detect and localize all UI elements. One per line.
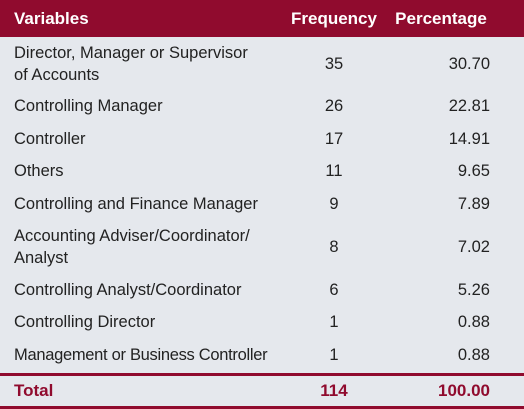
row-frequency: 6	[329, 280, 339, 299]
table-total-row: Total 114 100.00	[0, 373, 524, 409]
row-percentage: 0.88	[457, 345, 490, 364]
row-label: Others	[14, 162, 64, 181]
table-header: Variables Frequency Percentage	[0, 0, 524, 37]
table-row: Controlling Analyst/Coordinator 6 5.26	[0, 273, 524, 306]
table-row: Director, Manager or Supervisor of Accou…	[0, 37, 524, 90]
row-percentage: 7.89	[457, 195, 490, 214]
row-frequency: 17	[324, 129, 344, 148]
row-percentage: 9.65	[457, 162, 490, 181]
table-row: Controlling and Finance Manager 9 7.89	[0, 188, 524, 221]
row-frequency: 11	[325, 162, 343, 181]
row-percentage: 22.81	[448, 97, 490, 116]
table-row: Controller 17 14.91	[0, 123, 524, 156]
row-percentage: 30.70	[448, 54, 490, 73]
total-percentage: 100.00	[438, 381, 490, 400]
row-label: Director, Manager or Supervisor of Accou…	[14, 43, 248, 84]
row-frequency: 1	[329, 345, 339, 364]
table-row: Controlling Manager 26 22.81	[0, 90, 524, 123]
row-percentage: 5.26	[457, 280, 490, 299]
row-label: Controlling Director	[14, 313, 156, 332]
header-variables: Variables	[14, 8, 89, 28]
row-frequency: 8	[329, 237, 339, 256]
row-frequency: 35	[324, 54, 344, 73]
total-label: Total	[14, 381, 54, 400]
header-percentage: Percentage	[395, 8, 487, 28]
table-row: Others 11 9.65	[0, 155, 524, 188]
row-label: Management or Business Controller	[14, 345, 268, 364]
row-percentage: 14.91	[448, 129, 490, 148]
row-label: Controlling Manager	[14, 97, 163, 116]
row-label: Controlling and Finance Manager	[14, 195, 258, 214]
row-frequency: 1	[329, 313, 339, 332]
row-percentage: 0.88	[457, 313, 490, 332]
row-label: Controlling Analyst/Coordinator	[14, 280, 242, 299]
row-label: Controller	[14, 129, 86, 148]
table-row: Accounting Adviser/Coordinator/ Analyst …	[0, 220, 524, 273]
table-row: Management or Business Controller 1 0.88	[0, 339, 524, 372]
row-label: Accounting Adviser/Coordinator/ Analyst	[14, 226, 250, 267]
row-frequency: 26	[324, 97, 344, 116]
header-frequency: Frequency	[291, 8, 377, 28]
total-frequency: 114	[320, 381, 348, 400]
row-percentage: 7.02	[457, 237, 490, 256]
row-frequency: 9	[329, 195, 339, 214]
table-row: Controlling Director 1 0.88	[0, 306, 524, 339]
